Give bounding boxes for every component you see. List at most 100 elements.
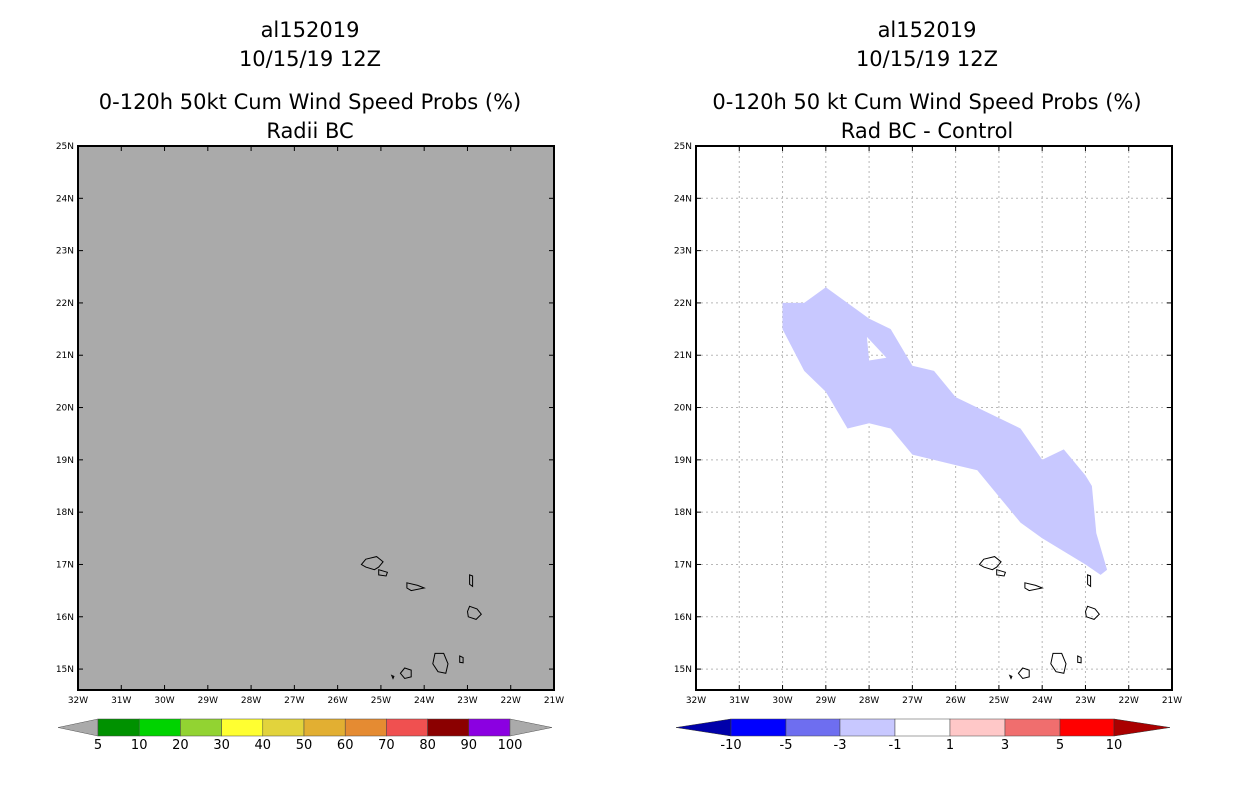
lat-label: 23N xyxy=(56,247,74,257)
left-probability-fill xyxy=(78,146,554,690)
left-product-title: 0-120h 50kt Cum Wind Speed Probs (%) xyxy=(98,90,522,114)
lon-label: 28W xyxy=(241,696,261,706)
colorbar-label: -10 xyxy=(720,738,741,753)
island-outline xyxy=(1008,674,1013,680)
colorbar-swatch xyxy=(468,718,511,737)
island-outline xyxy=(978,556,1002,571)
lon-label: 29W xyxy=(816,696,836,706)
left-panel-title: al152019 10/15/19 12Z 0-120h 50kt Cum Wi… xyxy=(40,16,580,146)
lon-label: 32W xyxy=(68,696,88,706)
island-outline xyxy=(466,605,482,620)
colorbar-swatch xyxy=(303,718,346,737)
colorbar-label: 10 xyxy=(131,738,148,753)
lon-label: 26W xyxy=(945,696,965,706)
colorbar-label: 100 xyxy=(498,738,523,753)
lon-label: 29W xyxy=(198,696,218,706)
lat-label: 22N xyxy=(674,299,692,309)
colorbar-label: 5 xyxy=(94,738,102,753)
left-axis-labels: 25N 24N 23N 22N 21N 20N 19N 18N 17N 16N 15N 32W 31W 3… xyxy=(56,142,564,706)
lat-label: 24N xyxy=(56,194,74,204)
lon-label: 27W xyxy=(284,696,304,706)
colorbar-swatch xyxy=(1059,718,1115,737)
lat-label: 19N xyxy=(56,456,74,466)
colorbar-label: 80 xyxy=(419,738,436,753)
lat-label: 25N xyxy=(674,142,692,152)
lon-label: 21W xyxy=(544,696,564,706)
colorbar-label: 3 xyxy=(1001,738,1009,753)
colorbar-high-arrow xyxy=(1113,718,1171,737)
colorbar-low-arrow xyxy=(57,718,99,737)
left-map-panel: 25N 24N 23N 22N 21N 20N 19N 18N 17N 16N 15N 32W 31W 3… xyxy=(56,142,564,706)
lon-label: 22W xyxy=(501,696,521,706)
left-colorbar: 5 10 20 30 40 50 60 70 80 90 100 xyxy=(57,718,553,753)
colorbar-swatch xyxy=(138,718,181,737)
lon-label: 23W xyxy=(1075,696,1095,706)
lat-label: 22N xyxy=(56,299,74,309)
lat-label: 20N xyxy=(674,404,692,414)
right-map-panel: 25N 24N 23N 22N 21N 20N 19N 18N 17N 16N 15N 32W 31W 3… xyxy=(674,142,1182,706)
colorbar-label: -5 xyxy=(780,738,793,753)
colorbar-label: 70 xyxy=(378,738,395,753)
colorbar-high-arrow xyxy=(509,718,553,737)
right-panel-title: al152019 10/15/19 12Z 0-120h 50 kt Cum W… xyxy=(657,16,1197,146)
colorbar-label: 90 xyxy=(461,738,478,753)
colorbar-swatch xyxy=(344,718,387,737)
right-colorbar: -10 -5 -3 -1 1 3 5 10 xyxy=(675,718,1171,753)
left-map-frame xyxy=(77,145,555,691)
lat-label: 16N xyxy=(674,613,692,623)
colorbar-label: 60 xyxy=(337,738,354,753)
lon-label: 26W xyxy=(327,696,347,706)
right-product-title: 0-120h 50 kt Cum Wind Speed Probs (%) xyxy=(712,90,1142,114)
colorbar-swatch xyxy=(949,718,1006,737)
colorbar-low-arrow xyxy=(675,718,732,737)
island-outline xyxy=(1017,667,1030,680)
lon-label: 22W xyxy=(1119,696,1139,706)
colorbar-label: 1 xyxy=(946,738,954,753)
lat-label: 16N xyxy=(56,613,74,623)
lon-label: 24W xyxy=(414,696,434,706)
island-outline xyxy=(469,574,474,588)
lat-label: 18N xyxy=(674,508,692,518)
colorbar-swatch xyxy=(386,718,428,737)
lat-label: 25N xyxy=(56,142,74,152)
colorbar-swatch xyxy=(785,718,841,737)
colorbar-swatch xyxy=(730,718,787,737)
island-outline xyxy=(390,674,395,680)
colorbar-label: 50 xyxy=(296,738,313,753)
lon-label: 25W xyxy=(989,696,1009,706)
colorbar-label: 5 xyxy=(1056,738,1064,753)
probability-difference-region xyxy=(782,287,1108,575)
left-subtitle: Radii BC xyxy=(266,119,354,143)
lat-label: 15N xyxy=(674,665,692,675)
colorbar-swatch xyxy=(180,718,222,737)
lat-label: 21N xyxy=(674,351,692,361)
colorbar-swatch xyxy=(894,718,951,737)
left-datetime: 10/15/19 12Z xyxy=(238,47,382,71)
colorbar-swatch xyxy=(1004,718,1061,737)
right-axis-labels: 25N 24N 23N 22N 21N 20N 19N 18N 17N 16N 15N 32W 31W 3… xyxy=(674,142,1182,706)
colorbar-swatch xyxy=(262,718,305,737)
colorbar-label: 30 xyxy=(213,738,230,753)
lon-label: 27W xyxy=(902,696,922,706)
colorbar-swatch xyxy=(839,718,896,737)
lon-label: 32W xyxy=(686,696,706,706)
right-cape-verde-islands xyxy=(978,556,1100,680)
lat-label: 21N xyxy=(56,351,74,361)
lon-label: 21W xyxy=(1162,696,1182,706)
island-outline xyxy=(378,569,389,577)
right-map-frame xyxy=(695,145,1173,691)
colorbar-swatch xyxy=(221,718,264,737)
lat-label: 23N xyxy=(674,247,692,257)
island-outline xyxy=(459,655,464,664)
colorbar-label: 10 xyxy=(1106,738,1123,753)
right-datetime: 10/15/19 12Z xyxy=(855,47,999,71)
colorbar-label: 20 xyxy=(172,738,189,753)
lat-label: 17N xyxy=(56,560,74,570)
colorbar-swatch xyxy=(97,718,140,737)
lon-label: 30W xyxy=(772,696,792,706)
island-outline xyxy=(399,667,412,680)
lat-label: 19N xyxy=(674,456,692,466)
right-subtitle: Rad BC - Control xyxy=(840,119,1014,143)
island-outline xyxy=(406,582,426,592)
